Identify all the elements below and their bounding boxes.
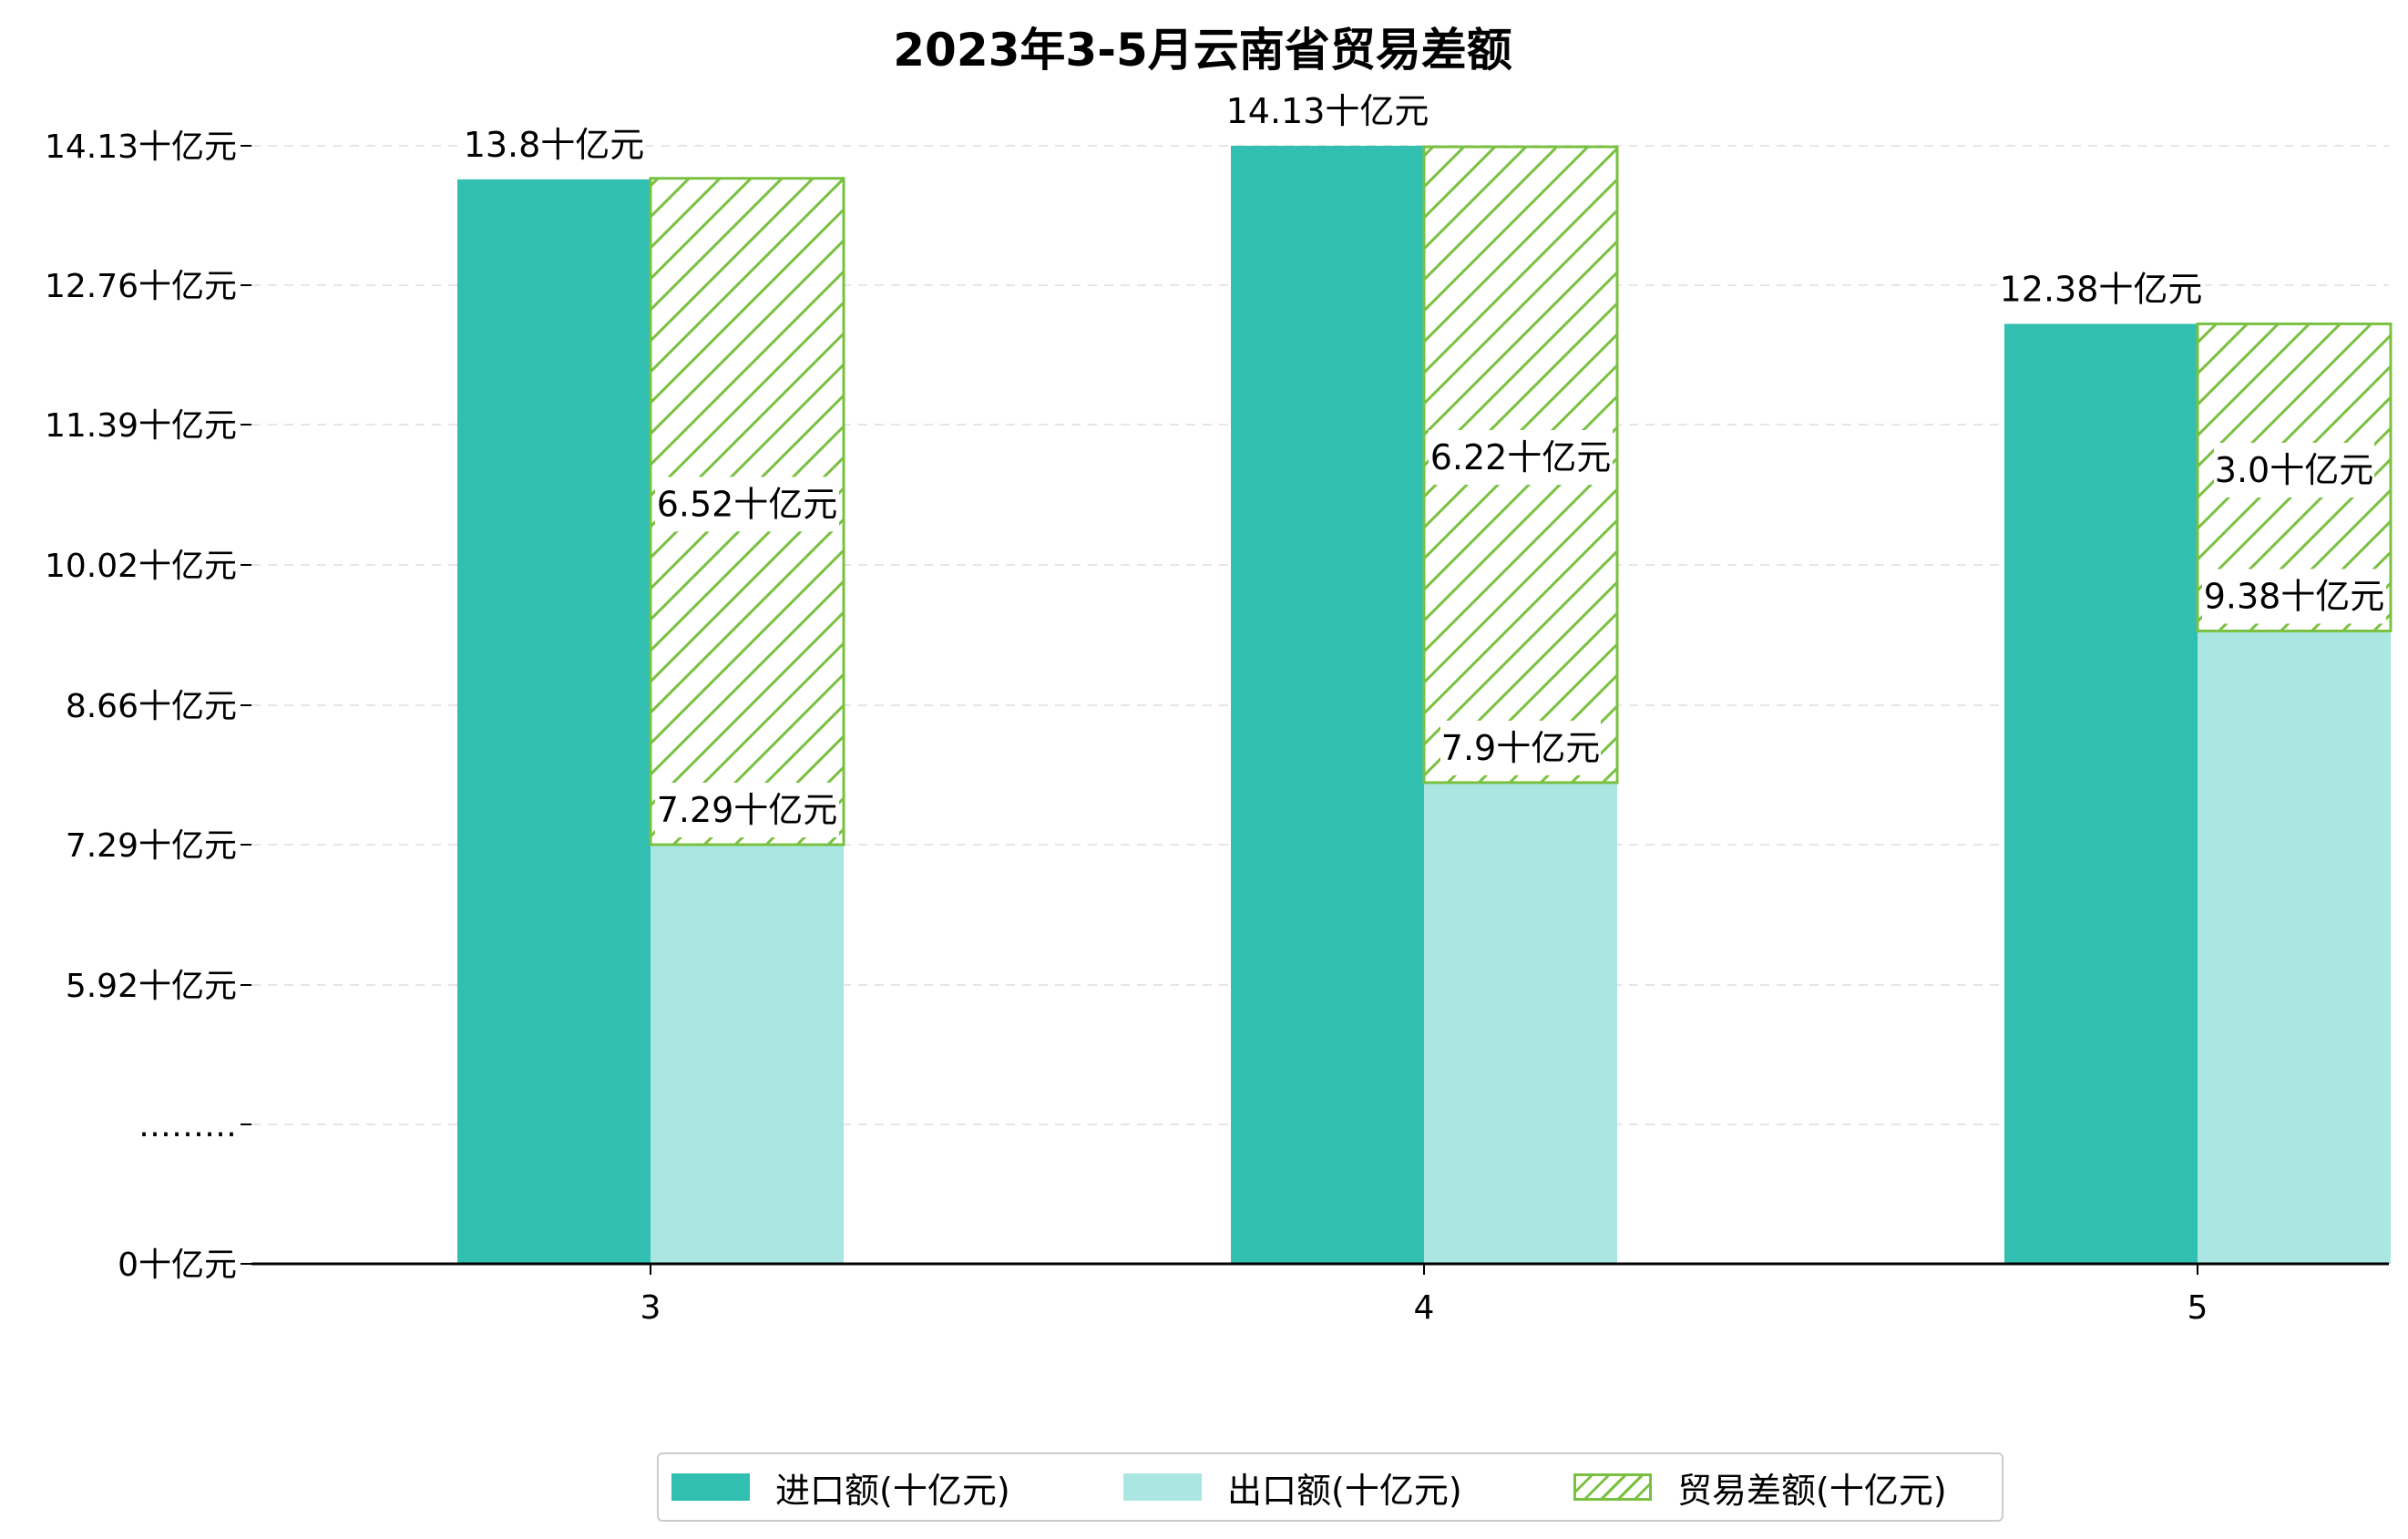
data-label-trade-balance-bg: [2214, 442, 2374, 498]
y-tick-label: 0十亿元: [118, 1247, 237, 1284]
data-labels: 13.8十亿元 7.29十亿元 6.52十亿元 14.13十亿元 7.9十亿元 6.22十…: [462, 84, 2386, 837]
data-label-import-text: 14.13十亿元: [1226, 91, 1429, 131]
legend-swatch-import: [671, 1473, 750, 1501]
bar-export: [2198, 631, 2391, 1264]
data-label-export: 7.9十亿元: [1440, 720, 1601, 775]
y-tick-label: 12.76十亿元: [45, 268, 237, 305]
data-label-trade-balance: 6.22十亿元: [1429, 429, 1613, 485]
data-label-trade-balance: 6.52十亿元: [655, 477, 839, 532]
data-label-trade-balance: 3.0十亿元: [2214, 442, 2374, 498]
chart-title: 2023年3-5月云南省贸易差额: [893, 24, 1512, 77]
y-tick-label: 11.39十亿元: [45, 407, 237, 445]
legend-swatch-export: [1123, 1473, 1202, 1501]
data-label-export-bg: [655, 783, 839, 837]
data-label-export-text: 7.9十亿元: [1441, 728, 1600, 768]
legend-label-diff: 贸易差额(十亿元): [1677, 1470, 1947, 1511]
data-label-import: 12.38十亿元: [1997, 262, 2205, 317]
legend-label-import: 进口额(十亿元): [775, 1470, 1010, 1511]
data-label-trade-balance-text: 3.0十亿元: [2215, 450, 2373, 490]
data-label-import-bg: [1224, 84, 1431, 139]
bar-import: [2004, 323, 2198, 1264]
bar-export: [651, 845, 844, 1264]
legend-item-import: 进口额(十亿元): [671, 1454, 1010, 1520]
x-tick-label: 5: [2188, 1289, 2208, 1327]
legend-item-diff: 贸易差额(十亿元): [1573, 1454, 1947, 1520]
x-tick-label: 4: [1414, 1289, 1435, 1327]
legend-item-export: 出口额(十亿元): [1123, 1454, 1462, 1520]
bar-import: [1231, 146, 1424, 1264]
data-label-import-text: 12.38十亿元: [2000, 269, 2203, 309]
data-label-trade-balance-text: 6.22十亿元: [1430, 437, 1612, 477]
y-tick-label: 8.66十亿元: [66, 688, 237, 725]
data-label-trade-balance-text: 6.52十亿元: [657, 484, 838, 524]
data-label-export-text: 9.38十亿元: [2204, 576, 2385, 616]
legend: 进口额(十亿元) 出口额(十亿元) 贸易差额(十亿元): [657, 1452, 2003, 1522]
data-label-export-bg: [1440, 720, 1601, 775]
data-label-export-bg: [2202, 569, 2386, 624]
legend-label-export: 出口额(十亿元): [1227, 1470, 1462, 1511]
y-tick-label: 7.29十亿元: [66, 827, 237, 865]
y-tick-label: 14.13十亿元: [45, 128, 237, 166]
y-tick-label: 5.92十亿元: [66, 968, 237, 1005]
legend-swatch-diff: [1573, 1473, 1652, 1501]
data-label-export-text: 7.29十亿元: [657, 790, 838, 830]
y-tick-label: 10.02十亿元: [45, 548, 237, 585]
data-label-export: 9.38十亿元: [2202, 569, 2386, 624]
axes: 0十亿元 ……… 5.92十亿元 7.29十亿元 8.66十亿元 10.02十亿元 11.3…: [45, 128, 2389, 1327]
data-label-export: 7.29十亿元: [655, 783, 839, 837]
x-tick-label: 3: [640, 1289, 661, 1327]
data-label-trade-balance-bg: [1429, 429, 1613, 485]
data-label-import-text: 13.8十亿元: [464, 125, 645, 165]
bar-export: [1424, 782, 1617, 1264]
data-label-import: 14.13十亿元: [1224, 84, 1431, 139]
data-label-trade-balance-bg: [655, 477, 839, 532]
bar-import: [457, 179, 651, 1265]
data-label-import-bg: [1997, 262, 2205, 317]
data-label-import-bg: [462, 117, 646, 172]
data-label-import: 13.8十亿元: [462, 117, 646, 172]
y-tick-label: ………: [138, 1107, 237, 1144]
